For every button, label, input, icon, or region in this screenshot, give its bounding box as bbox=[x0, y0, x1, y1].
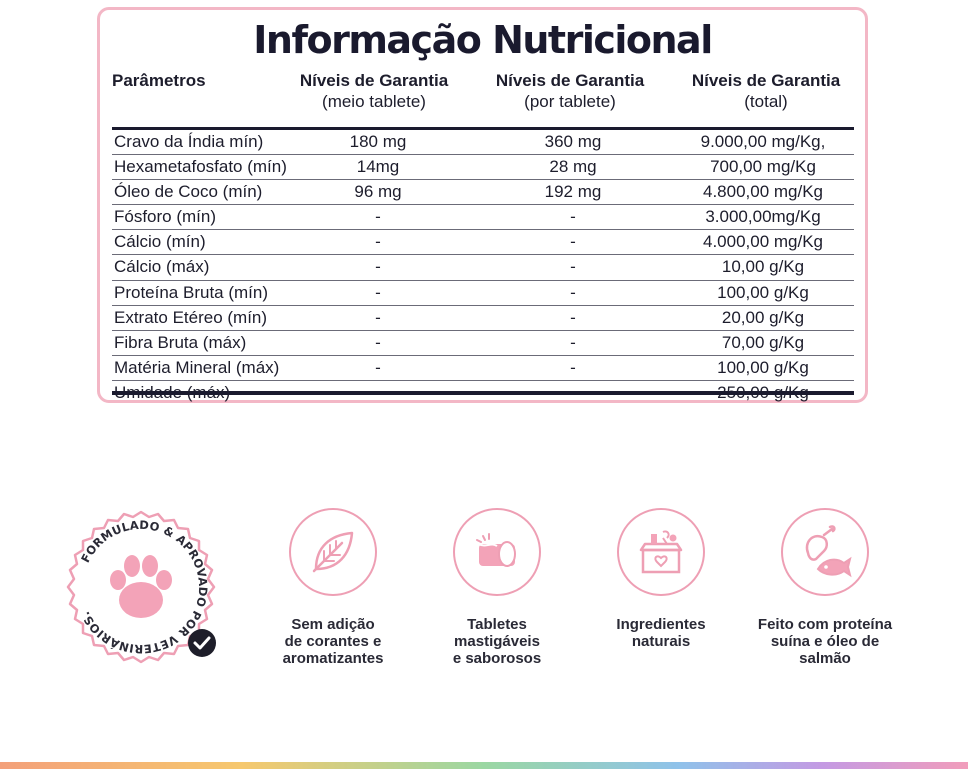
header-parameters: Parâmetros bbox=[112, 70, 206, 91]
feature-natural-ingredients: Ingredientes naturais bbox=[581, 508, 741, 650]
feature-label: Tabletes mastigáveis e saborosos bbox=[452, 616, 542, 667]
check-badge-icon bbox=[188, 629, 216, 657]
total-cell: 20,00 g/Kg bbox=[721, 307, 805, 327]
feature-protein-salmon-oil: Feito com proteína suína e óleo de salmã… bbox=[745, 508, 905, 667]
total-cell: 4.800,00 mg/Kg bbox=[702, 182, 824, 202]
per-tablet-cell: - bbox=[570, 232, 576, 252]
parameter-cell: Cálcio (mín) bbox=[114, 232, 206, 252]
header-sublabel: (total) bbox=[744, 92, 788, 111]
table-row: Cravo da Índia mín) 180 mg 360 mg 9.000,00 … bbox=[112, 130, 854, 156]
table-row: Hexametafosfato (mín) 14mg 28 mg 700,00 mg/… bbox=[112, 155, 854, 181]
header-label: Níveis de Garantia bbox=[691, 71, 841, 90]
table-body: Cravo da Índia mín) 180 mg 360 mg 9.000,00 … bbox=[112, 130, 854, 405]
parameter-cell: Fibra Bruta (máx) bbox=[114, 332, 247, 352]
per-tablet-cell: - bbox=[570, 257, 576, 277]
paw-icon bbox=[110, 555, 172, 618]
feature-icon-circle bbox=[617, 508, 705, 596]
table-row: Cálcio (mín) - - 4.000,00 mg/Kg bbox=[112, 230, 854, 256]
rainbow-strip bbox=[0, 762, 968, 769]
table-top-rule bbox=[112, 127, 854, 130]
per-tablet-cell: - bbox=[570, 207, 576, 227]
total-cell: 100,00 g/Kg bbox=[717, 282, 809, 302]
nutrition-card: Informação Nutricional Parâmetros Níveis… bbox=[97, 7, 868, 403]
table-row: Fibra Bruta (máx) - - 70,00 g/Kg bbox=[112, 331, 854, 356]
total-cell: 70,00 g/Kg bbox=[721, 332, 805, 352]
header-label: Níveis de Garantia bbox=[299, 71, 449, 90]
natural-ingredients-box-icon bbox=[639, 530, 683, 574]
half-tablet-cell: - bbox=[375, 282, 381, 302]
table-row: Extrato Etéreo (mín) - - 20,00 g/Kg bbox=[112, 306, 854, 331]
parameter-cell: Hexametafosfato (mín) bbox=[114, 157, 287, 177]
table-title: Informação Nutricional bbox=[253, 18, 713, 62]
total-cell: 9.000,00 mg/Kg, bbox=[700, 132, 826, 151]
half-tablet-cell: - bbox=[375, 207, 381, 227]
feature-label: Sem adição de corantes e aromatizantes bbox=[282, 616, 384, 667]
chewable-tablet-icon bbox=[476, 533, 516, 567]
header-sublabel: (meio tablete) bbox=[322, 92, 426, 111]
vet-approved-badge: FORMULADO & APROVADO POR VETERINÁRIOS. bbox=[66, 510, 216, 664]
table-row: Proteína Bruta (mín) - - 100,00 g/Kg bbox=[112, 281, 854, 306]
feature-chewable-tablets: Tabletes mastigáveis e saborosos bbox=[417, 508, 577, 667]
table-row: Cálcio (máx) - - 10,00 g/Kg bbox=[112, 255, 854, 281]
total-cell: 3.000,00mg/Kg bbox=[705, 207, 821, 227]
header-label: Parâmetros bbox=[112, 71, 206, 90]
table-row: Matéria Mineral (máx) - - 100,00 g/Kg bbox=[112, 356, 854, 381]
parameter-cell: Extrato Etéreo (mín) bbox=[114, 307, 268, 327]
header-total: Níveis de Garantia (total) bbox=[678, 70, 854, 112]
per-tablet-cell: - bbox=[570, 357, 576, 377]
total-cell: 700,00 mg/Kg bbox=[710, 157, 816, 177]
half-tablet-cell: - bbox=[375, 307, 381, 327]
header-per-tablet: Níveis de Garantia (por tablete) bbox=[482, 70, 658, 112]
half-tablet-cell: 180 mg bbox=[349, 132, 407, 151]
total-cell: 100,00 g/Kg bbox=[717, 357, 809, 377]
table-row: Óleo de Coco (mín) 96 mg 192 mg 4.800,00 mg… bbox=[112, 180, 854, 206]
per-tablet-cell: 360 mg bbox=[544, 132, 602, 151]
total-cell: 10,00 g/Kg bbox=[721, 257, 805, 277]
parameter-cell: Cálcio (máx) bbox=[114, 257, 210, 277]
per-tablet-cell: - bbox=[570, 307, 576, 327]
feature-icon-circle bbox=[453, 508, 541, 596]
parameter-cell: Cravo da Índia mín) bbox=[114, 132, 264, 151]
table-bottom-rule bbox=[112, 391, 854, 395]
per-tablet-cell: 28 mg bbox=[549, 157, 597, 177]
header-sublabel: (por tablete) bbox=[524, 92, 616, 111]
parameter-cell: Proteína Bruta (mín) bbox=[114, 282, 269, 302]
feature-label: Feito com proteína suína e óleo de salmã… bbox=[757, 616, 893, 667]
header-label: Níveis de Garantia bbox=[495, 71, 645, 90]
header-half-tablet: Níveis de Garantia (meio tablete) bbox=[286, 70, 462, 112]
table-row: Fósforo (mín) - - 3.000,00mg/Kg bbox=[112, 205, 854, 231]
per-tablet-cell: 192 mg bbox=[544, 182, 602, 202]
feature-icon-circle bbox=[781, 508, 869, 596]
per-tablet-cell: - bbox=[570, 332, 576, 352]
half-tablet-cell: - bbox=[375, 357, 381, 377]
feature-icon-circle bbox=[289, 508, 377, 596]
leaf-icon bbox=[312, 531, 354, 573]
half-tablet-cell: - bbox=[375, 257, 381, 277]
parameter-cell: Fósforo (mín) bbox=[114, 207, 217, 227]
half-tablet-cell: 14mg bbox=[356, 157, 400, 177]
half-tablet-cell: - bbox=[375, 332, 381, 352]
parameter-cell: Matéria Mineral (máx) bbox=[114, 357, 280, 377]
per-tablet-cell: - bbox=[570, 282, 576, 302]
feature-label: Ingredientes naturais bbox=[616, 616, 706, 650]
feature-no-colorants: Sem adição de corantes e aromatizantes bbox=[253, 508, 413, 667]
half-tablet-cell: - bbox=[375, 232, 381, 252]
parameter-cell: Óleo de Coco (mín) bbox=[114, 182, 263, 202]
meat-fish-icon bbox=[805, 525, 852, 578]
total-cell: 4.000,00 mg/Kg bbox=[702, 232, 824, 252]
half-tablet-cell: 96 mg bbox=[354, 182, 402, 202]
